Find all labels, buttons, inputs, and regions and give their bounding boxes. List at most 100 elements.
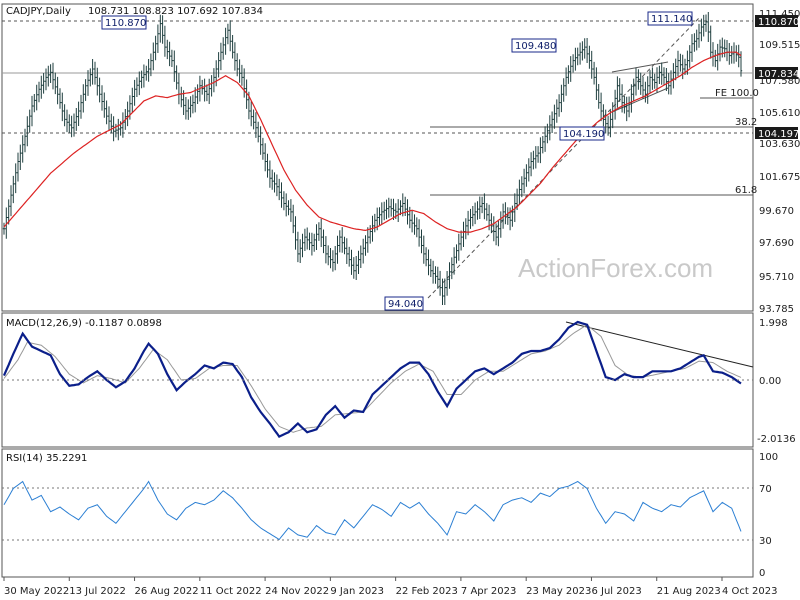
price-bar xyxy=(378,207,381,225)
price-bar xyxy=(585,38,589,63)
price-bar xyxy=(597,84,600,109)
price-bar xyxy=(581,41,584,61)
price-bar xyxy=(126,101,129,127)
price-bar xyxy=(366,227,369,253)
price-bar xyxy=(175,65,178,90)
price-bar xyxy=(49,64,52,83)
price-bar xyxy=(380,202,383,225)
x-axis-label: 23 May 2023 xyxy=(526,586,591,597)
price-bar xyxy=(527,158,530,182)
price-bar xyxy=(96,67,99,96)
fib-61-label: 61.8 xyxy=(735,185,757,196)
channel-upper-line xyxy=(611,61,669,73)
x-axis-label: 4 Oct 2023 xyxy=(722,586,777,597)
price-bar xyxy=(343,236,346,255)
price-bar xyxy=(438,270,442,296)
price-y-tick: 93.785 xyxy=(759,304,794,315)
price-y-axis: 111.450 109.515 107.580 105.610 103.630 … xyxy=(755,9,800,315)
price-header-symbol: CADJPY,Daily xyxy=(6,6,71,17)
price-bar xyxy=(79,94,83,119)
price-bar xyxy=(632,78,635,102)
price-bar xyxy=(695,29,698,51)
price-bar xyxy=(324,236,328,264)
price-bar xyxy=(194,87,197,113)
price-bar xyxy=(707,12,710,42)
macd-trend-line xyxy=(565,321,754,368)
price-bar xyxy=(390,198,393,217)
rsi-y-axis: 100 70 30 0 xyxy=(759,452,778,579)
price-bar xyxy=(529,152,533,177)
price-bar xyxy=(397,199,400,222)
price-bar xyxy=(350,249,353,275)
price-bar xyxy=(112,116,115,142)
price-bar xyxy=(485,203,488,221)
price-bar xyxy=(292,204,295,234)
price-bar xyxy=(369,225,372,244)
price-bar xyxy=(33,94,36,113)
price-bar xyxy=(595,67,598,100)
price-bar xyxy=(280,182,283,208)
price-bar xyxy=(609,110,612,138)
price-bar xyxy=(548,115,551,141)
price-bar xyxy=(525,164,528,187)
annotation-box-104190 xyxy=(559,126,605,141)
price-bar xyxy=(634,67,638,96)
price-bar xyxy=(688,45,691,68)
price-bar xyxy=(469,208,472,229)
price-bar xyxy=(7,199,10,225)
price-bar xyxy=(170,49,174,67)
price-header-ohlc: 108.731 108.823 107.692 107.834 xyxy=(88,6,263,17)
price-bar xyxy=(271,169,274,190)
price-bar xyxy=(452,247,456,275)
price-bar xyxy=(723,39,726,58)
price-bar xyxy=(322,229,325,254)
price-bar xyxy=(303,228,307,251)
price-bar xyxy=(47,65,50,87)
price-bar xyxy=(413,214,416,235)
rsi-y-tick: 30 xyxy=(759,536,772,547)
price-bar xyxy=(355,256,358,280)
rsi-y-tick: 0 xyxy=(759,568,765,579)
price-bar xyxy=(259,126,262,155)
price-panel-frame xyxy=(1,3,754,312)
x-axis-label: 13 Jul 2022 xyxy=(69,586,126,597)
price-bar xyxy=(240,64,244,86)
price-bar xyxy=(357,250,360,274)
price-bar xyxy=(327,245,330,266)
annotation-110870: 110.870 xyxy=(105,18,146,29)
price-bar xyxy=(602,104,605,127)
price-bar xyxy=(576,47,579,66)
price-label-110870: 110.870 xyxy=(758,17,799,28)
price-bar xyxy=(697,23,701,48)
price-bar xyxy=(147,59,150,82)
price-bar xyxy=(522,168,526,194)
rsi-y-tick: 70 xyxy=(759,484,772,495)
price-bar xyxy=(9,185,13,217)
price-label-box-104197 xyxy=(755,127,798,139)
price-bar xyxy=(690,34,694,62)
price-bar xyxy=(592,61,596,85)
price-bar xyxy=(672,63,675,89)
macd-y-axis: 1.998 0.00 -2.0136 xyxy=(757,318,796,445)
x-axis-label: 24 Nov 2022 xyxy=(265,586,329,597)
price-bar xyxy=(669,70,673,95)
price-bar xyxy=(219,42,223,71)
price-bar xyxy=(299,239,302,263)
price-label-current: 107.834 xyxy=(758,69,799,80)
price-bar xyxy=(217,52,220,78)
price-bar xyxy=(448,262,451,289)
price-bar xyxy=(620,84,624,113)
price-bar-layer xyxy=(2,12,743,305)
price-bar xyxy=(35,84,38,111)
price-bar xyxy=(30,95,34,127)
price-bar xyxy=(443,278,446,305)
price-bar xyxy=(236,53,239,77)
price-bar xyxy=(138,71,141,96)
price-bar xyxy=(231,35,234,59)
price-bar xyxy=(373,213,376,233)
price-bar xyxy=(616,76,619,108)
price-bar xyxy=(417,219,421,247)
price-y-tick: 111.450 xyxy=(759,9,800,20)
price-bar xyxy=(478,196,481,219)
channel-lower-line xyxy=(611,87,669,113)
